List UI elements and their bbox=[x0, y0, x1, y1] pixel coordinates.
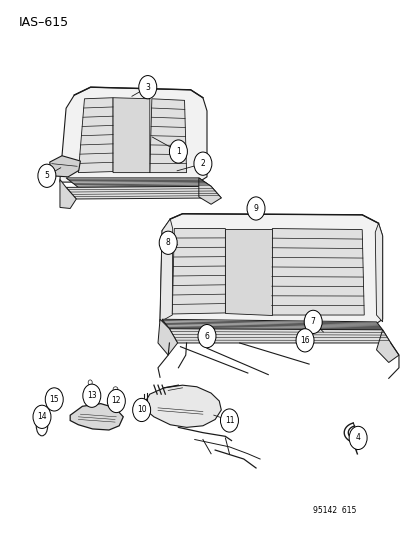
Text: 15: 15 bbox=[49, 395, 59, 404]
Polygon shape bbox=[172, 229, 225, 314]
Circle shape bbox=[169, 140, 187, 163]
Polygon shape bbox=[66, 187, 221, 199]
Text: 95142  615: 95142 615 bbox=[313, 506, 356, 515]
Polygon shape bbox=[78, 98, 113, 173]
Circle shape bbox=[295, 329, 313, 352]
Text: 1: 1 bbox=[176, 147, 180, 156]
Text: 6: 6 bbox=[204, 332, 209, 341]
Circle shape bbox=[348, 426, 366, 449]
Polygon shape bbox=[150, 99, 186, 173]
Text: 4: 4 bbox=[355, 433, 360, 442]
Polygon shape bbox=[374, 223, 382, 322]
Text: 12: 12 bbox=[112, 397, 121, 406]
Polygon shape bbox=[145, 385, 221, 427]
Polygon shape bbox=[70, 403, 123, 430]
Polygon shape bbox=[375, 330, 398, 362]
Circle shape bbox=[138, 76, 157, 99]
Ellipse shape bbox=[113, 387, 118, 392]
Circle shape bbox=[304, 310, 321, 334]
Polygon shape bbox=[113, 98, 150, 173]
Polygon shape bbox=[140, 402, 149, 408]
Text: 3: 3 bbox=[145, 83, 150, 92]
Circle shape bbox=[83, 384, 100, 407]
Polygon shape bbox=[158, 319, 177, 355]
Polygon shape bbox=[198, 178, 221, 204]
Text: 14: 14 bbox=[37, 413, 47, 421]
Circle shape bbox=[33, 405, 51, 429]
Circle shape bbox=[197, 325, 216, 348]
Circle shape bbox=[220, 409, 238, 432]
Text: 9: 9 bbox=[253, 204, 258, 213]
Ellipse shape bbox=[88, 380, 92, 385]
Circle shape bbox=[45, 388, 63, 411]
Polygon shape bbox=[160, 214, 382, 324]
Text: 7: 7 bbox=[310, 317, 315, 326]
Text: IAS–615: IAS–615 bbox=[19, 16, 69, 29]
Circle shape bbox=[159, 231, 177, 254]
Polygon shape bbox=[50, 156, 80, 177]
Text: 5: 5 bbox=[44, 171, 49, 180]
Polygon shape bbox=[161, 319, 382, 330]
Polygon shape bbox=[169, 329, 390, 343]
Polygon shape bbox=[160, 219, 172, 322]
Polygon shape bbox=[60, 87, 206, 182]
Polygon shape bbox=[60, 180, 76, 208]
Polygon shape bbox=[271, 229, 363, 315]
Polygon shape bbox=[225, 229, 271, 315]
Circle shape bbox=[132, 398, 150, 422]
Polygon shape bbox=[66, 178, 211, 188]
Text: 10: 10 bbox=[137, 406, 146, 415]
Circle shape bbox=[193, 152, 211, 175]
Circle shape bbox=[38, 164, 56, 188]
Circle shape bbox=[107, 390, 125, 413]
Text: 16: 16 bbox=[299, 336, 309, 345]
Text: 13: 13 bbox=[87, 391, 96, 400]
Circle shape bbox=[247, 197, 264, 220]
Ellipse shape bbox=[36, 416, 47, 436]
Ellipse shape bbox=[52, 397, 57, 401]
Text: 2: 2 bbox=[200, 159, 205, 168]
Text: 11: 11 bbox=[224, 416, 234, 425]
Text: 8: 8 bbox=[166, 238, 170, 247]
